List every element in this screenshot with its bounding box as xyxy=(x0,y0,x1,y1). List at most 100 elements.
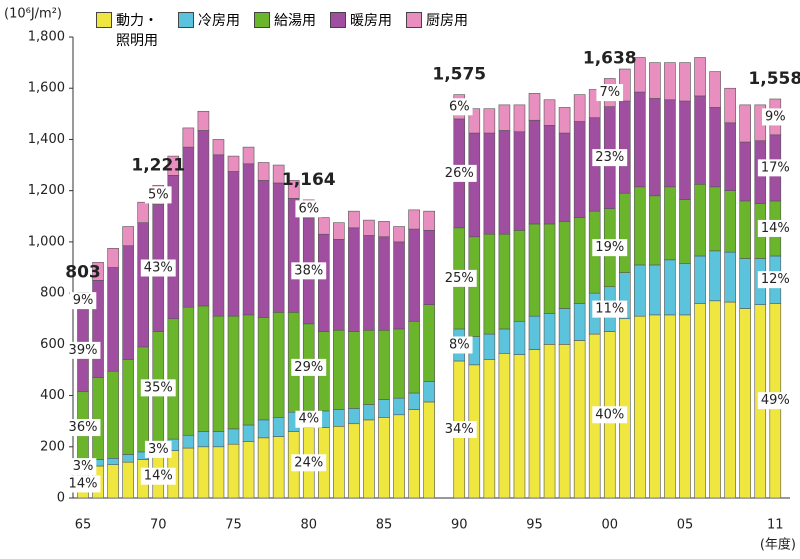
share-label-bg xyxy=(140,467,176,485)
bar-segment xyxy=(227,315,240,430)
bar-segment xyxy=(694,95,706,185)
bar-segment xyxy=(498,328,511,354)
bar-segment xyxy=(378,236,390,331)
legend-label: 暖房用 xyxy=(350,13,392,29)
bar-segment xyxy=(739,200,752,259)
bar-segment xyxy=(257,419,270,439)
share-label: 29% xyxy=(291,358,327,376)
bar-segment xyxy=(739,258,752,309)
x-tick-label: 70 xyxy=(150,518,167,533)
x-tick-label: 11 xyxy=(767,518,784,533)
share-label-bg xyxy=(592,239,628,257)
share-label-bg xyxy=(757,159,793,177)
bar-segment xyxy=(182,434,195,449)
share-label-bg xyxy=(295,200,323,218)
bar-segment xyxy=(333,222,345,240)
bar-segment xyxy=(408,228,420,322)
share-label-text: 39% xyxy=(69,343,98,358)
legend-label: 給湯用 xyxy=(274,13,316,29)
bar-segment xyxy=(423,230,435,305)
share-label: 23% xyxy=(592,149,628,167)
bar-segment xyxy=(212,446,225,499)
bar-segment xyxy=(393,414,405,499)
share-label-text: 12% xyxy=(761,272,790,287)
share-label-bg xyxy=(65,419,101,437)
bar-segment xyxy=(709,71,721,108)
y-axis-label: (10⁶J/m²) xyxy=(4,7,62,22)
total-label: 1,164 xyxy=(282,170,336,190)
bar-segment xyxy=(393,328,405,399)
bar-segment xyxy=(408,409,420,499)
bar-segment xyxy=(528,349,541,499)
bar-segment xyxy=(513,230,526,322)
y-tick-label: 1,200 xyxy=(28,183,65,198)
share-label-bg xyxy=(445,336,473,354)
share-label-text: 6% xyxy=(449,99,470,114)
share-label: 7% xyxy=(596,84,624,102)
bar-segment xyxy=(272,417,285,437)
bar-segment xyxy=(182,306,195,436)
bar-segment xyxy=(634,57,646,93)
bar-segment xyxy=(558,308,571,345)
legend: 動力・照明用 冷房用 給湯用 暖房用 厨房用 xyxy=(96,10,468,50)
bar-segment xyxy=(122,461,134,499)
bar-segment xyxy=(107,247,119,268)
share-label: 19% xyxy=(592,239,628,257)
share-label-text: 49% xyxy=(761,393,790,408)
y-tick-label: 600 xyxy=(40,337,65,352)
share-label-text: 38% xyxy=(294,263,323,278)
bar-segment xyxy=(528,93,541,121)
bar-segment xyxy=(664,62,676,101)
share-label-text: 19% xyxy=(595,240,624,255)
share-label-text: 14% xyxy=(144,469,173,484)
share-label-text: 24% xyxy=(294,455,323,470)
bar-segment xyxy=(664,186,676,261)
share-label: 40% xyxy=(592,406,628,424)
bar-segment xyxy=(212,315,225,432)
bar-segment xyxy=(122,454,134,463)
bar-segment xyxy=(558,344,571,499)
share-label: 14% xyxy=(757,219,793,237)
bar-segment xyxy=(242,146,255,165)
share-label-text: 34% xyxy=(445,422,474,437)
bar-segment xyxy=(709,107,721,188)
bar-segment xyxy=(739,104,752,143)
share-label-bg xyxy=(757,392,793,410)
y-tick-label: 1,600 xyxy=(28,81,65,96)
share-label-bg xyxy=(592,149,628,167)
legend-label: 冷房用 xyxy=(198,13,240,29)
bar-segment xyxy=(348,227,360,332)
share-label: 6% xyxy=(445,98,473,116)
bar-segment xyxy=(378,221,390,238)
bar-segment xyxy=(543,99,556,126)
bar-segment xyxy=(333,239,345,331)
bar-segment xyxy=(242,424,255,442)
bar-segment xyxy=(107,370,119,459)
total-label: 1,558 xyxy=(748,69,800,89)
bar-segment xyxy=(558,107,571,134)
x-axis-label: (年度) xyxy=(760,537,796,553)
share-label: 38% xyxy=(291,262,327,280)
y-tick-label: 800 xyxy=(40,286,65,301)
bar-segment xyxy=(694,183,706,257)
bar-segment xyxy=(649,314,661,499)
bar-segment xyxy=(468,132,481,238)
bar-segment xyxy=(333,425,345,499)
bar-segment xyxy=(498,104,511,131)
share-label: 12% xyxy=(757,271,793,289)
legend-swatch xyxy=(254,12,270,28)
bar-segment xyxy=(92,377,104,460)
share-label: 43% xyxy=(140,259,176,277)
bar-segment xyxy=(483,333,496,361)
bar-segment xyxy=(573,340,586,499)
bar-segment xyxy=(378,399,390,418)
bar-segment xyxy=(679,199,691,264)
share-label: 36% xyxy=(65,419,101,437)
bar-segment xyxy=(498,130,511,235)
share-label: 4% xyxy=(295,410,323,428)
bar-segment xyxy=(513,131,526,231)
share-label: 3% xyxy=(144,440,172,458)
bar-segment xyxy=(724,251,736,303)
